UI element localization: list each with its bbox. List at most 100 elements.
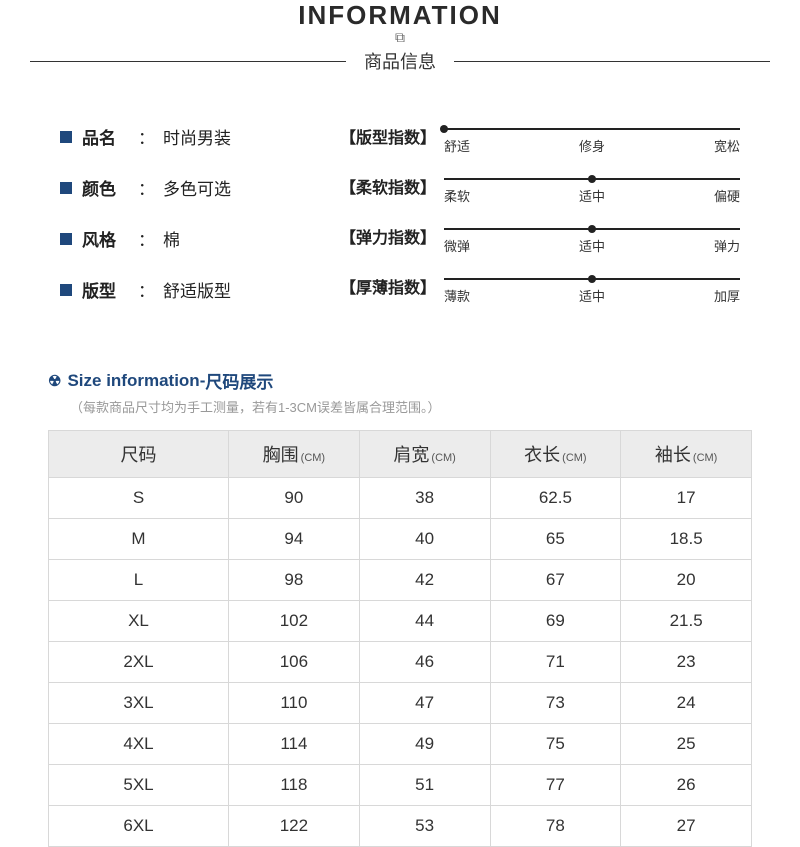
slider-ticks: 柔软适中偏硬 bbox=[444, 186, 740, 205]
col-label: 尺码 bbox=[121, 445, 157, 465]
size-table: 尺码胸围(CM)肩宽(CM)衣长(CM)袖长(CM) S903862.517M9… bbox=[48, 430, 752, 847]
attr-label: 品名 bbox=[82, 124, 138, 149]
rule-left bbox=[30, 61, 346, 62]
slider-track: 薄款适中加厚 bbox=[444, 274, 740, 298]
table-cell: 4XL bbox=[49, 724, 229, 765]
slider-track: 舒适修身宽松 bbox=[444, 124, 740, 148]
table-row: 3XL110477324 bbox=[49, 683, 752, 724]
slider-name: 【版型指数】 bbox=[340, 124, 436, 148]
slider-item: 【版型指数】舒适修身宽松 bbox=[340, 124, 740, 148]
slider-dot bbox=[588, 225, 596, 233]
col-label: 衣长 bbox=[524, 445, 560, 465]
table-cell: 49 bbox=[359, 724, 490, 765]
slider-tick: 适中 bbox=[543, 286, 642, 305]
square-bullet-icon bbox=[60, 284, 72, 296]
table-cell: 18.5 bbox=[621, 519, 752, 560]
table-body: S903862.517M94406518.5L98426720XL1024469… bbox=[49, 478, 752, 847]
attribute-item: 颜色： 多色可选 bbox=[60, 175, 340, 200]
table-cell: 27 bbox=[621, 806, 752, 847]
table-cell: 40 bbox=[359, 519, 490, 560]
table-cell: 24 bbox=[621, 683, 752, 724]
square-bullet-icon bbox=[60, 233, 72, 245]
size-section: ☢ Size information - 尺码展示 （每款商品尺寸均为手工测量，… bbox=[30, 368, 770, 847]
table-cell: 65 bbox=[490, 519, 621, 560]
table-row: S903862.517 bbox=[49, 478, 752, 519]
radiation-icon: ☢ bbox=[48, 372, 61, 390]
attribute-item: 品名： 时尚男装 bbox=[60, 124, 340, 149]
slider-tick: 舒适 bbox=[444, 136, 543, 155]
table-cell: 20 bbox=[621, 560, 752, 601]
attr-label: 颜色 bbox=[82, 175, 138, 200]
table-cell: 6XL bbox=[49, 806, 229, 847]
table-cell: 42 bbox=[359, 560, 490, 601]
slider-dot bbox=[588, 175, 596, 183]
attr-value: 舒适版型 bbox=[163, 277, 231, 302]
attribute-item: 风格：棉 bbox=[60, 226, 340, 251]
col-label: 胸围 bbox=[263, 445, 299, 465]
table-header-cell: 肩宽(CM) bbox=[359, 431, 490, 478]
table-cell: 62.5 bbox=[490, 478, 621, 519]
table-cell: 5XL bbox=[49, 765, 229, 806]
attr-sep: ： bbox=[138, 124, 155, 149]
col-unit: (CM) bbox=[431, 452, 455, 464]
slider-ticks: 舒适修身宽松 bbox=[444, 136, 740, 155]
slider-name: 【厚薄指数】 bbox=[340, 274, 436, 298]
table-cell: 98 bbox=[229, 560, 360, 601]
table-cell: 17 bbox=[621, 478, 752, 519]
size-note: （每款商品尺寸均为手工测量，若有1-3CM误差皆属合理范围。） bbox=[70, 397, 752, 416]
table-header-cell: 衣长(CM) bbox=[490, 431, 621, 478]
attr-value: 多色可选 bbox=[163, 175, 231, 200]
table-cell: M bbox=[49, 519, 229, 560]
slider-tick: 加厚 bbox=[641, 286, 740, 305]
table-row: 4XL114497525 bbox=[49, 724, 752, 765]
col-unit: (CM) bbox=[562, 452, 586, 464]
table-cell: 21.5 bbox=[621, 601, 752, 642]
slider-tick: 适中 bbox=[543, 186, 642, 205]
table-cell: 2XL bbox=[49, 642, 229, 683]
table-cell: 114 bbox=[229, 724, 360, 765]
table-cell: 73 bbox=[490, 683, 621, 724]
table-cell: 3XL bbox=[49, 683, 229, 724]
table-row: 2XL106467123 bbox=[49, 642, 752, 683]
table-header-cell: 袖长(CM) bbox=[621, 431, 752, 478]
attr-label: 版型 bbox=[82, 277, 138, 302]
slider-line bbox=[444, 128, 740, 130]
table-cell: 110 bbox=[229, 683, 360, 724]
attr-value: 棉 bbox=[163, 226, 180, 251]
slider-tick: 弹力 bbox=[641, 236, 740, 255]
table-cell: 71 bbox=[490, 642, 621, 683]
table-cell: 78 bbox=[490, 806, 621, 847]
table-header-row: 尺码胸围(CM)肩宽(CM)衣长(CM)袖长(CM) bbox=[49, 431, 752, 478]
slider-tick: 微弹 bbox=[444, 236, 543, 255]
table-cell: 44 bbox=[359, 601, 490, 642]
slider-tick: 修身 bbox=[543, 136, 642, 155]
table-cell: 25 bbox=[621, 724, 752, 765]
header-title-en: INFORMATION bbox=[30, 0, 770, 31]
slider-ticks: 微弹适中弹力 bbox=[444, 236, 740, 255]
table-cell: 53 bbox=[359, 806, 490, 847]
table-cell: 38 bbox=[359, 478, 490, 519]
table-row: 5XL118517726 bbox=[49, 765, 752, 806]
attributes: 品名：时尚男装颜色：多色可选风格：棉版型：舒适版型 bbox=[60, 124, 340, 328]
table-row: XL102446921.5 bbox=[49, 601, 752, 642]
table-cell: 23 bbox=[621, 642, 752, 683]
size-title-en: Size information bbox=[67, 371, 199, 391]
size-header: ☢ Size information - 尺码展示 bbox=[48, 368, 752, 393]
attr-value: 时尚男装 bbox=[163, 124, 231, 149]
table-cell: 51 bbox=[359, 765, 490, 806]
slider-ticks: 薄款适中加厚 bbox=[444, 286, 740, 305]
slider-dot bbox=[440, 125, 448, 133]
attr-sep: ： bbox=[138, 175, 155, 200]
table-cell: 106 bbox=[229, 642, 360, 683]
slider-tick: 适中 bbox=[543, 236, 642, 255]
slider-tick: 薄款 bbox=[444, 286, 543, 305]
slider-tick: 偏硬 bbox=[641, 186, 740, 205]
table-cell: 94 bbox=[229, 519, 360, 560]
table-cell: 67 bbox=[490, 560, 621, 601]
copy-icon: ⧉ bbox=[30, 29, 770, 46]
col-label: 袖长 bbox=[655, 445, 691, 465]
slider-name: 【弹力指数】 bbox=[340, 224, 436, 248]
header-divider: 商品信息 bbox=[30, 48, 770, 74]
col-unit: (CM) bbox=[301, 452, 325, 464]
table-cell: 75 bbox=[490, 724, 621, 765]
